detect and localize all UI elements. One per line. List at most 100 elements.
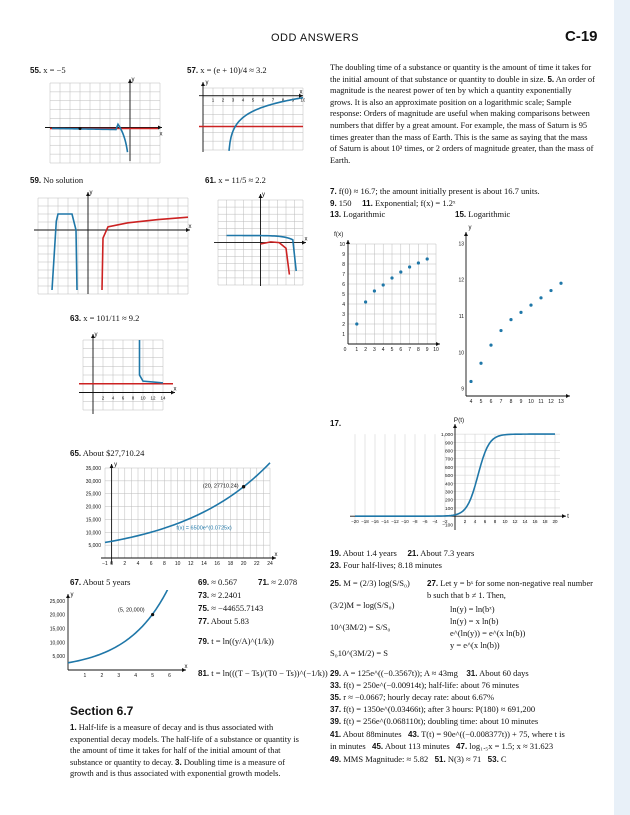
tick-label: 9	[461, 387, 464, 393]
answer-text: in minutes	[330, 741, 366, 751]
tick-label: 12	[548, 399, 554, 405]
tick-label: 200	[445, 498, 453, 504]
axis-label: y	[262, 192, 265, 198]
answer-number: 1.	[70, 723, 77, 732]
answer-number: 13.	[330, 210, 342, 219]
graph-67: y x 5,000 10,000 15,000 20,000 25,000 1 2 3 4 5 6 (5,…	[50, 590, 188, 679]
tick-label: 11	[538, 399, 543, 405]
answer-71: 71. ≈ 2.078	[258, 577, 297, 588]
answer-number: 39.	[330, 717, 342, 726]
tick-label: 5	[342, 292, 345, 298]
answer-number: 17.	[330, 419, 342, 428]
answer-number: 71.	[258, 578, 270, 587]
answer-23: 23. Four half-lives; 8.18 minutes	[330, 560, 442, 571]
tick-label: 3	[117, 673, 120, 679]
answer-text: ≈ 0.567	[211, 577, 238, 587]
answer-text: ≈ 2.078	[271, 577, 298, 587]
answer-number: 57.	[187, 66, 199, 75]
tick-label: 8	[494, 519, 497, 524]
answer-number: 25.	[330, 579, 342, 588]
answer-67: 67. About 5 years	[70, 577, 130, 588]
tick-label: 6	[150, 561, 153, 567]
data-point	[519, 310, 523, 314]
answer-25-step1: (3/2)M = log(S/S₀)	[330, 600, 395, 610]
answer-number: 75.	[198, 604, 210, 613]
answer-text: x = 101/11 ≈ 9.2	[83, 313, 140, 323]
tick-label: 18	[542, 519, 548, 524]
answer-75: 75. ≈ −44655.7143	[198, 603, 263, 614]
tick-label: −18	[361, 519, 369, 524]
answer-number: 11.	[362, 199, 373, 208]
axis-label: x	[185, 664, 188, 670]
graph-65: y x 5,000 10,000 15,000 20,000 25,000 30,000 35,…	[86, 462, 278, 567]
answer-57: 57. x = (e + 10)/4 ≈ 3.2	[187, 65, 267, 76]
data-point	[499, 328, 503, 333]
tick-label: 30,000	[86, 479, 102, 485]
tick-label: 1	[212, 98, 215, 103]
answer-text: t = ln(((T − Ts)/(T0 − Ts))^(−1/k))	[211, 668, 328, 678]
axis-label: y	[95, 332, 98, 338]
tick-label: 2	[123, 561, 126, 567]
answer-text: r ≈ −0.0667; hourly decay rate: about 6.…	[343, 692, 495, 702]
tick-label: −14	[381, 519, 389, 524]
y-axis-arrow	[201, 82, 205, 86]
point-label: (20, 27710.24)	[203, 484, 239, 490]
answer-number: 27.	[427, 579, 439, 588]
tick-label: −100	[442, 522, 453, 528]
answer-text: ≈ −44655.7143	[211, 603, 264, 613]
data-point	[399, 270, 403, 274]
answer-55: 55. x = −5	[30, 65, 66, 76]
tick-label: −12	[391, 519, 399, 524]
curve-blue	[51, 213, 78, 291]
data-point	[355, 322, 359, 326]
tick-label: −6	[422, 519, 428, 524]
answer-text: Half-life is a measure of decay and is t…	[70, 723, 299, 767]
y-axis-arrow	[66, 594, 70, 598]
curve-blue	[51, 122, 129, 153]
answer-number: 81.	[198, 669, 210, 678]
tick-label: 2	[364, 347, 367, 352]
answer-text: N(3) ≈ 71	[447, 754, 482, 764]
tick-label: −20	[351, 519, 359, 524]
tick-label: 10	[140, 396, 146, 401]
tick-label: 2	[464, 519, 467, 524]
axis-label: y	[206, 80, 209, 86]
tick-label: 18	[228, 561, 234, 567]
graph-17: P(t) t 100 200 300 400 500 600 700 800 900 1,000 −10…	[350, 417, 569, 530]
tick-label: −10	[401, 519, 409, 524]
axis-label: y	[90, 190, 93, 196]
answer-45-47: in minutes 45. About 113 minutes 47. log…	[330, 741, 553, 752]
tick-label: 2	[102, 396, 105, 401]
tick-label: 25,000	[50, 599, 66, 605]
tick-label: 11	[459, 314, 464, 320]
axis-label: y	[71, 592, 74, 598]
point-label: (5, 20,000)	[118, 608, 145, 614]
tick-label: 5	[480, 399, 483, 405]
section-heading: Section 6.7	[70, 704, 134, 718]
page-number: C-19	[565, 28, 598, 45]
answer-number: 67.	[70, 578, 82, 587]
tick-label: 6	[122, 396, 125, 401]
graph-15: y 4 5 6 7 8 9 10 11 12 13 9 10 11 12 13	[458, 225, 570, 405]
tick-label: 24	[267, 561, 273, 567]
answer-19-21: 19. About 1.4 years 21. About 7.3 years	[330, 548, 474, 559]
tick-label: 4	[137, 561, 140, 567]
graph-57: yx1 2 3 4 5 6 7 8 9 10	[199, 80, 305, 152]
data-point	[559, 281, 563, 285]
curve-blue	[228, 96, 304, 151]
data-point	[529, 303, 533, 307]
tick-label: 7	[500, 399, 503, 405]
data-point	[372, 289, 376, 293]
tick-label: 700	[445, 457, 453, 463]
graph-63: y x 2 4 6 8 10 12 14	[79, 332, 177, 414]
tick-label: −4	[432, 519, 438, 524]
answer-text: Logarithmic	[343, 209, 386, 219]
data-point	[416, 261, 420, 265]
answer-41-43: 41. About 88minutes 43. T(t) = 90e^((−0.…	[330, 729, 565, 740]
answer-text: About 5 years	[82, 577, 131, 587]
y-axis-arrow	[86, 192, 90, 196]
answer-81: 81. t = ln(((T − Ts)/(T0 − Ts))^(−1/k))	[198, 668, 328, 679]
tick-label: 6	[484, 519, 487, 524]
answer-number: 3.	[175, 757, 182, 767]
tick-label: 6	[490, 399, 493, 405]
